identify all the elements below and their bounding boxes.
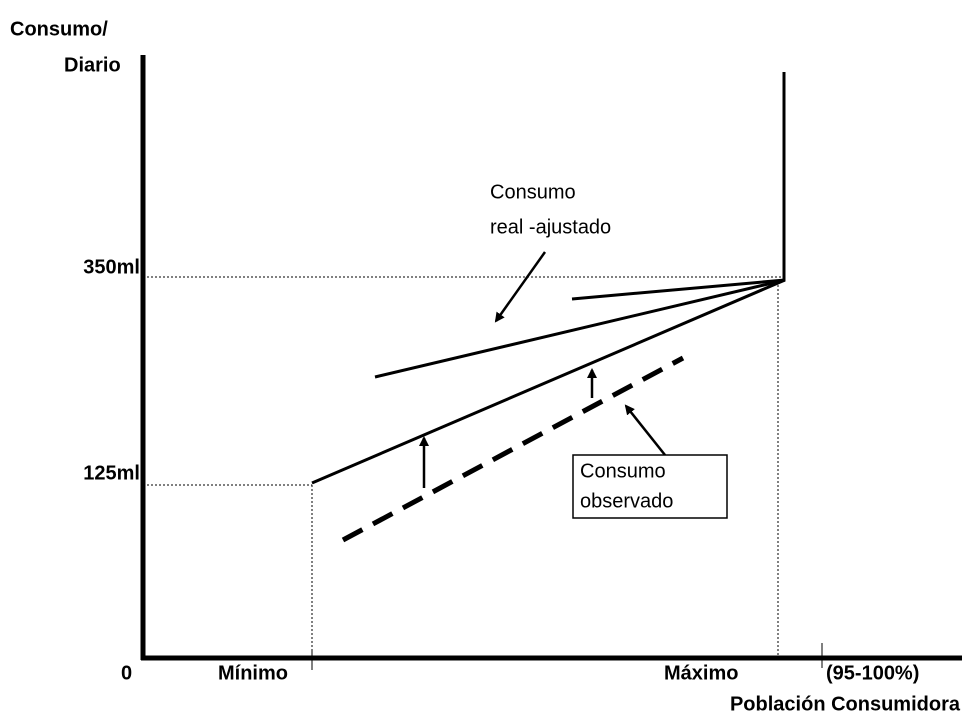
consumption-lines <box>311 278 786 485</box>
arrows <box>419 251 666 488</box>
x-label: Mínimo <box>218 662 288 684</box>
observed-line <box>341 355 685 543</box>
x-label: Máximo <box>664 662 738 684</box>
x-label: (95-100%) <box>826 662 919 684</box>
annotation: Consumo <box>580 460 666 482</box>
y-axis-label: Diario <box>64 54 121 76</box>
annotation: Consumo <box>490 181 576 203</box>
y-label: 350ml <box>83 256 140 278</box>
x-axis-title: Población Consumidora <box>730 693 961 715</box>
y-axis-label: Consumo/ <box>10 18 108 40</box>
annotation: real -ajustado <box>490 216 611 238</box>
y-label: 0 <box>121 662 132 684</box>
y-label: 125ml <box>83 462 140 484</box>
annotation: observado <box>580 490 673 512</box>
annotation-box <box>572 454 728 519</box>
guides <box>143 276 784 658</box>
